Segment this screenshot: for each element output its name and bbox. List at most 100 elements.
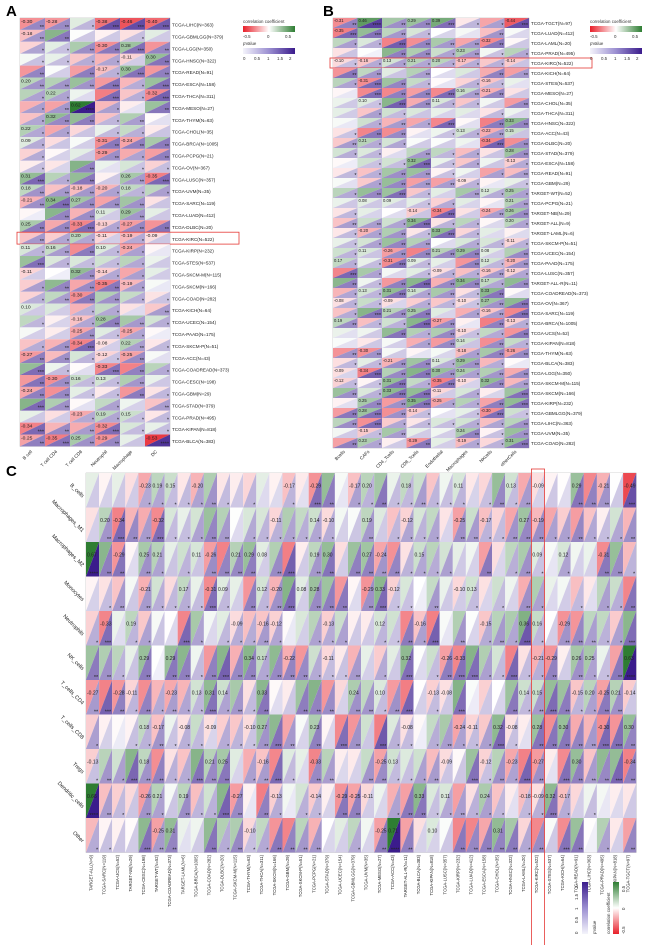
- cell-corr-triangle: [269, 818, 283, 853]
- cell-pvalue-triangle: [455, 108, 480, 118]
- cell-significance: **: [356, 710, 361, 716]
- cell-significance: *: [428, 63, 431, 69]
- cell-pvalue-triangle: [269, 576, 283, 611]
- cell-significance: **: [524, 263, 529, 269]
- cell-significance: *: [501, 333, 504, 339]
- cell-pvalue-triangle: [455, 388, 480, 398]
- cell-pvalue-triangle: [203, 680, 217, 715]
- column-label: TCGA-LUSC(N=357): [442, 854, 447, 894]
- cell-pvalue-triangle: [357, 228, 382, 238]
- legend-b-corr-bar: [590, 26, 642, 32]
- cell-pvalue-triangle: [492, 680, 506, 715]
- cell-corr-value: 0.66: [87, 794, 97, 800]
- cell-corr-value: -0.12: [506, 268, 516, 273]
- cell-pvalue-triangle: [361, 576, 375, 611]
- cell-corr-triangle: [452, 645, 466, 680]
- cell-significance: **: [524, 423, 529, 429]
- cell-pvalue-triangle: [20, 18, 45, 30]
- cell-significance: **: [140, 227, 145, 233]
- cell-significance: **: [369, 537, 374, 543]
- cell-corr-value: -0.21: [481, 88, 491, 93]
- cell-pvalue-triangle: [400, 507, 414, 542]
- cell-significance: *: [175, 606, 178, 612]
- cell-significance: **: [264, 744, 269, 750]
- panel-b-letter: B: [323, 3, 334, 20]
- cell-significance: **: [165, 73, 170, 79]
- cell-significance: *: [515, 503, 518, 509]
- cell-corr-value: 0.11: [21, 245, 31, 251]
- cell-pvalue-triangle: [480, 68, 505, 78]
- cell-corr-value: -0.16: [257, 621, 269, 627]
- cell-pvalue-triangle: [357, 118, 382, 128]
- cell-corr-value: 0.11: [454, 483, 464, 489]
- cell-corr-triangle: [557, 611, 571, 646]
- cell-pvalue-triangle: [455, 18, 480, 28]
- cell-pvalue-triangle: [431, 138, 456, 148]
- cell-pvalue-triangle: [334, 611, 348, 646]
- cell-corr-triangle: [230, 542, 244, 577]
- cell-pvalue-triangle: [431, 258, 456, 268]
- cell-significance: *: [423, 572, 426, 578]
- cell-corr-value: -0.20: [506, 258, 516, 263]
- cell-corr-value: -0.09: [146, 233, 158, 239]
- cell-pvalue-triangle: [583, 783, 597, 818]
- cell-significance: *: [477, 353, 480, 359]
- cell-significance: **: [264, 779, 269, 785]
- cell-significance: *: [594, 710, 597, 716]
- cell-pvalue-triangle: [321, 645, 335, 680]
- cell-corr-triangle: [99, 749, 113, 784]
- cell-pvalue-triangle: [357, 438, 382, 448]
- cell-significance: *: [354, 303, 357, 309]
- cell-significance: **: [140, 180, 145, 186]
- cell-corr-triangle: [243, 611, 257, 646]
- cell-pvalue-triangle: [544, 680, 558, 715]
- cell-corr-value: -0.31: [383, 258, 393, 263]
- cell-significance: *: [92, 239, 95, 245]
- cell-significance: *: [501, 23, 504, 29]
- cell-pvalue-triangle: [348, 749, 362, 784]
- cell-pvalue-triangle: [45, 65, 70, 78]
- row-label: TCGA-THYM(N=63): [172, 118, 214, 123]
- cell-significance: **: [40, 394, 45, 400]
- cell-corr-value: -0.17: [153, 725, 165, 731]
- column-label: TCGA-ESCA(N=158): [482, 854, 487, 894]
- cell-pvalue-triangle: [455, 178, 480, 188]
- cell-corr-triangle: [282, 542, 296, 577]
- cell-corr-triangle: [479, 473, 493, 508]
- cell-corr-triangle: [623, 783, 637, 818]
- cell-corr-value: 0.13: [192, 690, 202, 696]
- cell-significance: *: [452, 423, 455, 429]
- cell-pvalue-triangle: [333, 428, 358, 438]
- cell-pvalue-triangle: [190, 473, 204, 508]
- cell-significance: *: [358, 503, 361, 509]
- cell-significance: **: [426, 183, 431, 189]
- cell-pvalue-triangle: [426, 507, 440, 542]
- cell-pvalue-triangle: [20, 256, 45, 268]
- cell-pvalue-triangle: [357, 208, 382, 218]
- cell-pvalue-triangle: [505, 714, 519, 749]
- cell-significance: *: [67, 180, 70, 186]
- cell-significance: *: [477, 103, 480, 109]
- row-label: TCGA-TGCT(N=97): [531, 21, 572, 26]
- cell-significance: **: [352, 73, 357, 79]
- cell-pvalue-triangle: [480, 368, 505, 378]
- cell-corr-triangle: [70, 422, 95, 435]
- cell-pvalue-triangle: [480, 318, 505, 328]
- cell-pvalue-triangle: [243, 783, 257, 818]
- cell-corr-triangle: [45, 267, 70, 280]
- cell-pvalue-triangle: [282, 749, 296, 784]
- cell-pvalue-triangle: [455, 288, 480, 298]
- cell-pvalue-triangle: [177, 542, 191, 577]
- cell-pvalue-triangle: [426, 645, 440, 680]
- cell-pvalue-triangle: [531, 645, 545, 680]
- cell-significance: *: [117, 61, 120, 67]
- cell-significance: **: [165, 311, 170, 317]
- cell-pvalue-triangle: [583, 749, 597, 784]
- cell-corr-triangle: [120, 172, 145, 185]
- cell-significance: *: [175, 744, 178, 750]
- cell-pvalue-triangle: [95, 113, 120, 126]
- cell-corr-triangle: [95, 208, 120, 221]
- cell-pvalue-triangle: [583, 680, 597, 715]
- cell-pvalue-triangle: [45, 315, 70, 328]
- cell-corr-value: -0.09: [231, 621, 243, 627]
